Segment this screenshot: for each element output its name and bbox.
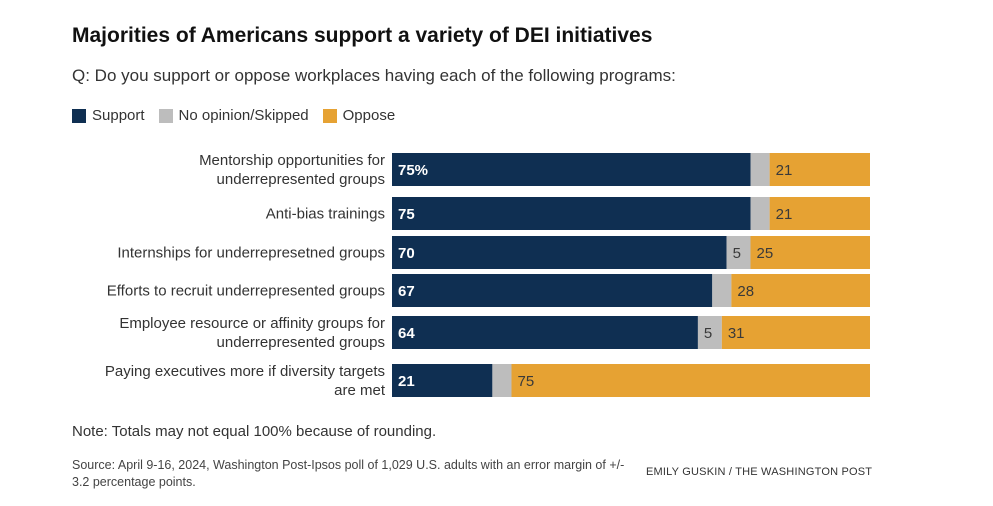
bar-segment-no-opinion (697, 316, 722, 349)
category-label: Mentorship opportunities for (199, 152, 385, 169)
category-label: Paying executives more if diversity targ… (105, 363, 385, 380)
data-label-oppose: 31 (728, 325, 745, 342)
bar-segment-oppose (721, 316, 870, 349)
legend-item-no-opinion: No opinion/Skipped (158, 107, 309, 124)
bar-segment-no-opinion (726, 236, 751, 269)
bar-segment-oppose (511, 364, 870, 397)
data-label-oppose: 28 (737, 283, 754, 300)
category-label: underrepresented groups (217, 171, 385, 188)
bar-segment-support (392, 364, 493, 397)
legend-label-no-opinion: No opinion/Skipped (178, 107, 309, 124)
data-label-oppose: 21 (776, 162, 793, 179)
stacked-bar-chart: Mentorship opportunities for underreprese… (105, 152, 870, 399)
bar-segment-oppose (769, 197, 870, 230)
chart-title: Majorities of Americans support a variet… (72, 24, 653, 47)
legend: Support No opinion/Skipped Oppose (72, 107, 409, 124)
legend-label-support: Support (92, 107, 145, 124)
data-label-support: 64 (398, 325, 415, 342)
category-label: Employee resource or affinity groups for (119, 315, 385, 332)
legend-label-oppose: Oppose (342, 107, 396, 124)
chart-note: Note: Totals may not equal 100% because … (72, 423, 437, 440)
bar-segment-oppose (750, 236, 870, 269)
legend-swatch-support (72, 108, 86, 123)
data-label-support: 21 (398, 373, 415, 390)
legend-swatch-no-opinion (158, 108, 173, 123)
data-label-support: 75% (398, 162, 428, 179)
bar-segment-support (392, 274, 713, 307)
bar-segment-oppose (731, 274, 870, 307)
chart-subtitle: Q: Do you support or oppose workplaces h… (72, 66, 676, 85)
data-label-no-opinion: 5 (704, 325, 712, 342)
data-label-no-opinion: 5 (733, 245, 741, 262)
data-label-oppose: 75 (518, 373, 535, 390)
category-label: Efforts to recruit underrepresented grou… (107, 283, 385, 300)
bar-segment-no-opinion (492, 364, 512, 397)
category-label: are met (334, 382, 386, 399)
bar-segment-support (392, 236, 727, 269)
bar-segment-support (392, 197, 751, 230)
data-label-oppose: 21 (776, 206, 793, 223)
category-label: Anti-bias trainings (266, 206, 385, 223)
bar-segment-support (392, 316, 698, 349)
data-label-support: 67 (398, 283, 415, 300)
data-label-oppose: 25 (757, 245, 774, 262)
category-label: Internships for underrepresetned groups (117, 245, 385, 262)
bar-segment-support (392, 153, 751, 186)
legend-swatch-oppose (322, 108, 337, 123)
bar-segment-no-opinion (750, 197, 770, 230)
chart-source: Source: April 9-16, 2024, Washington Pos… (72, 458, 625, 489)
data-label-support: 70 (398, 245, 415, 262)
bar-segment-no-opinion (712, 274, 732, 307)
category-label: underrepresented groups (217, 334, 385, 351)
legend-item-support: Support (72, 107, 145, 124)
data-label-support: 75 (398, 206, 415, 223)
bar-segment-oppose (769, 153, 870, 186)
bar-segment-no-opinion (750, 153, 770, 186)
chart-credit: EMILY GUSKIN / THE WASHINGTON POST (646, 466, 873, 478)
legend-item-oppose: Oppose (322, 107, 396, 124)
